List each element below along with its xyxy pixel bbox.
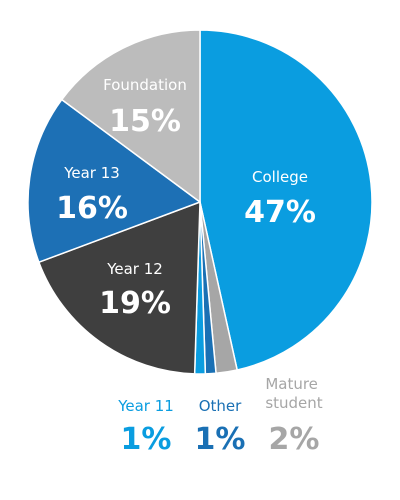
pie-slice-foundation [61, 29, 201, 203]
college-value-label: 47% [244, 195, 316, 230]
college-category-label: College [252, 168, 308, 186]
mature-student-label-line2: student [265, 394, 322, 412]
pie-slice-college [199, 29, 373, 371]
other-value-label: 1% [195, 422, 246, 457]
mature-student-label-line1: Mature [265, 375, 318, 393]
year11-value-label: 1% [121, 422, 172, 457]
pie-slice-year-12 [38, 201, 201, 375]
year12-category-label: Year 12 [106, 260, 163, 278]
year12-value-label: 19% [99, 286, 171, 321]
foundation-value-label: 15% [109, 104, 181, 139]
foundation-category-label: Foundation [103, 76, 187, 94]
mature-student-category-label: Mature student [265, 375, 322, 412]
year13-category-label: Year 13 [63, 164, 120, 182]
pie-slice-year-13 [27, 98, 201, 263]
other-category-label: Other [199, 397, 242, 415]
pie-slices [27, 29, 373, 375]
year13-value-label: 16% [56, 191, 128, 226]
year11-category-label: Year 11 [117, 397, 174, 415]
mature-student-value-label: 2% [269, 422, 320, 457]
